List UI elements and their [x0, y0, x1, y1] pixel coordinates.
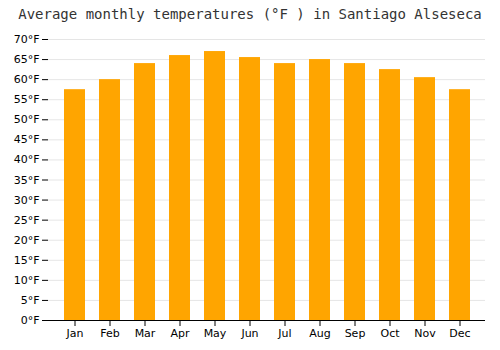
svg-text:Jun: Jun — [240, 327, 258, 340]
svg-text:30°F: 30°F — [14, 194, 40, 207]
svg-text:Oct: Oct — [380, 327, 400, 340]
svg-text:55°F: 55°F — [14, 93, 40, 106]
svg-text:40°F: 40°F — [14, 153, 40, 166]
svg-text:Mar: Mar — [135, 327, 156, 340]
svg-text:20°F: 20°F — [14, 234, 40, 247]
svg-text:50°F: 50°F — [14, 113, 40, 126]
svg-text:Feb: Feb — [100, 327, 119, 340]
svg-text:5°F: 5°F — [21, 294, 40, 307]
svg-text:Apr: Apr — [170, 327, 190, 340]
svg-text:Jul: Jul — [277, 327, 291, 340]
svg-text:65°F: 65°F — [14, 53, 40, 66]
svg-text:15°F: 15°F — [14, 254, 40, 267]
svg-text:Dec: Dec — [449, 327, 470, 340]
svg-text:10°F: 10°F — [14, 274, 40, 287]
svg-text:Nov: Nov — [414, 327, 436, 340]
svg-text:70°F: 70°F — [14, 33, 40, 46]
svg-text:35°F: 35°F — [14, 174, 40, 187]
svg-text:Aug: Aug — [309, 327, 330, 340]
html-text:Average monthly temperatures (: Average monthly temperatures (°F ) in Sa… — [18, 6, 482, 22]
svg-text:45°F: 45°F — [14, 133, 40, 146]
svg-text:Jan: Jan — [66, 327, 84, 340]
svg-text:60°F: 60°F — [14, 73, 40, 86]
svg-text:25°F: 25°F — [14, 214, 40, 227]
svg-text:0°F: 0°F — [21, 314, 40, 327]
svg-text:Sep: Sep — [345, 327, 366, 340]
svg-text:May: May — [204, 327, 227, 340]
